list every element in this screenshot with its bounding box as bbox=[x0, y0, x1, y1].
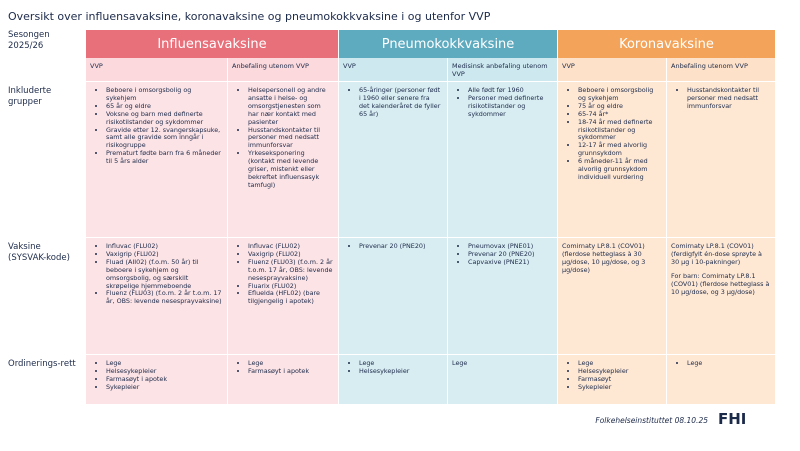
table-cell: Pneumovax (PNE01)Prevenar 20 (PNE20)Capv… bbox=[447, 238, 557, 355]
bullet-item: Sykepleier bbox=[578, 383, 661, 392]
table-cell: Lege bbox=[447, 355, 557, 405]
table-cell: Comirnaty LP.8.1 (COV01)(flerdose hetteg… bbox=[557, 238, 666, 355]
bullet-item: Influvac (FLU02) bbox=[248, 242, 333, 251]
bullet-item: Efluelda (HFL02) (bare tilgjengelig i ap… bbox=[248, 290, 333, 306]
row-label: Inkluderte grupper bbox=[8, 86, 52, 107]
bullet-item: Lege bbox=[687, 359, 770, 368]
bullet-item: Personer med definerte risikotilstander … bbox=[468, 94, 552, 119]
bullet-item: Farmasøyt i apotek bbox=[248, 367, 333, 376]
column-header: Anbefaling utenom VVP bbox=[227, 58, 338, 82]
bullet-item: 12-17 år med alvorlig grunnsykdom bbox=[578, 141, 661, 158]
bullet-item: Voksne og barn med definerte risikotilst… bbox=[106, 110, 222, 127]
bullet-item: Vaxigrip (FLU02) bbox=[106, 250, 222, 259]
bullet-item: Alle født før 1960 bbox=[468, 86, 552, 95]
title: Oversikt over influensavaksine, koronava… bbox=[8, 10, 491, 23]
table-cell: LegeHelsesykepleier bbox=[338, 355, 447, 405]
column-header: VVP bbox=[557, 58, 666, 82]
bullet-item: Prevenar 20 (PNE20) bbox=[468, 250, 552, 259]
bullet-item: Lege bbox=[248, 359, 333, 368]
bullet-item: Prevenar 20 (PNE20) bbox=[359, 242, 442, 251]
bullet-item: Fluad (AII02) (f.o.m. 50 år) til beboere… bbox=[106, 258, 222, 291]
bullet-list: Prevenar 20 (PNE20) bbox=[343, 242, 442, 251]
bullet-item: Influvac (FLU02) bbox=[106, 242, 222, 251]
paragraph: Comirnaty LP.8.1 (COV01)(ferdigfylt én-d… bbox=[671, 242, 762, 266]
bullet-list: LegeHelsesykepleier bbox=[343, 359, 442, 376]
table-cell: LegeHelsesykepleierFarmasøytSykepleier bbox=[557, 355, 666, 405]
bullet-item: Beboere i omsorgsbolig og sykehjem bbox=[578, 86, 661, 103]
table-cell: 65-åringer (personer født i 1960 eller s… bbox=[338, 82, 447, 238]
footer-source: Folkehelseinstituttet 08.10.25 bbox=[595, 416, 708, 425]
bullet-list: Beboere i omsorgsbolig og sykehjem65 år … bbox=[90, 86, 222, 166]
bullet-item: 18-74 år med definerte risikotilstander … bbox=[578, 118, 661, 143]
table-cell: Husstandskontakter til personer med neds… bbox=[666, 82, 775, 238]
table-cell: Beboere i omsorgsbolig og sykehjem65 år … bbox=[85, 82, 227, 238]
row-label: Ordinerings-rett bbox=[8, 359, 76, 369]
bullet-item: 65-åringer (personer født i 1960 eller s… bbox=[359, 86, 442, 119]
paragraph: For barn: Comirnaty LP.8.1 (COV01) (fler… bbox=[671, 271, 770, 296]
bullet-item: Prematurt fødte barn fra 6 måneder til 5… bbox=[106, 149, 222, 166]
table-cell: LegeHelsesykepleierFarmasøyt i apotekSyk… bbox=[85, 355, 227, 405]
logo: FHI bbox=[718, 410, 747, 428]
bullet-item: Sykepleier bbox=[106, 383, 222, 392]
bullet-item: Beboere i omsorgsbolig og sykehjem bbox=[106, 86, 222, 103]
bullet-item: Vaxigrip (FLU02) bbox=[248, 250, 333, 259]
table-cell: Influvac (FLU02)Vaxigrip (FLU02)Fluad (A… bbox=[85, 238, 227, 355]
bullet-item: Fluenz (FLU03) (f.o.m. 2 år t.o.m. 17 år… bbox=[248, 258, 333, 283]
bullet-list: Influvac (FLU02)Vaxigrip (FLU02)Fluad (A… bbox=[90, 242, 222, 306]
bullet-item: Yrkeseksponering (kontakt med levende gr… bbox=[248, 149, 333, 190]
table-cell: Influvac (FLU02)Vaxigrip (FLU02)Fluenz (… bbox=[227, 238, 338, 355]
group-header: Influensavaksine bbox=[85, 30, 338, 58]
bullet-item: Helsesykepleier bbox=[359, 367, 442, 376]
table-cell: Comirnaty LP.8.1 (COV01)(ferdigfylt én-d… bbox=[666, 238, 775, 355]
bullet-item: Helsesykepleier bbox=[578, 367, 661, 376]
bullet-item: Lege bbox=[106, 359, 222, 368]
column-header: VVP bbox=[338, 58, 447, 82]
group-header: Koronavaksine bbox=[557, 30, 775, 58]
season: Sesongen 2025/26 bbox=[8, 30, 50, 51]
row-label: Vaksine (SYSVAK-kode) bbox=[8, 242, 70, 263]
table-cell: Lege bbox=[666, 355, 775, 405]
bullet-item: Lege bbox=[359, 359, 442, 368]
column-header: Anbefaling utenom VVP bbox=[666, 58, 775, 82]
bullet-item: 65-74 år* bbox=[578, 110, 661, 119]
bullet-item: Pneumovax (PNE01) bbox=[468, 242, 552, 251]
bullet-list: Alle født før 1960Personer med definerte… bbox=[452, 86, 552, 119]
bullet-item: Helsepersonell og andre ansatte i helse-… bbox=[248, 86, 333, 127]
table-cell: Alle født før 1960Personer med definerte… bbox=[447, 82, 557, 238]
table-cell: LegeFarmasøyt i apotek bbox=[227, 355, 338, 405]
bullet-list: LegeHelsesykepleierFarmasøytSykepleier bbox=[562, 359, 661, 392]
paragraph: Lege bbox=[452, 359, 468, 367]
table-cell: Helsepersonell og andre ansatte i helse-… bbox=[227, 82, 338, 238]
bullet-item: Farmasøyt i apotek bbox=[106, 375, 222, 384]
bullet-list: Pneumovax (PNE01)Prevenar 20 (PNE20)Capv… bbox=[452, 242, 552, 267]
paragraph: Comirnaty LP.8.1 (COV01)(flerdose hetteg… bbox=[562, 242, 646, 274]
bullet-item: Lege bbox=[578, 359, 661, 368]
bullet-item: Farmasøyt bbox=[578, 375, 661, 384]
bullet-list: Helsepersonell og andre ansatte i helse-… bbox=[232, 86, 333, 190]
bullet-item: Helsesykepleier bbox=[106, 367, 222, 376]
bullet-list: Beboere i omsorgsbolig og sykehjem75 år … bbox=[562, 86, 661, 182]
group-header: Pneumokokkvaksine bbox=[338, 30, 557, 58]
bullet-list: 65-åringer (personer født i 1960 eller s… bbox=[343, 86, 442, 119]
bullet-list: LegeFarmasøyt i apotek bbox=[232, 359, 333, 376]
column-header: VVP bbox=[85, 58, 227, 82]
column-header: Medisinsk anbefaling utenom VVP bbox=[447, 58, 557, 82]
table-cell: Prevenar 20 (PNE20) bbox=[338, 238, 447, 355]
bullet-list: Influvac (FLU02)Vaxigrip (FLU02)Fluenz (… bbox=[232, 242, 333, 306]
bullet-list: LegeHelsesykepleierFarmasøyt i apotekSyk… bbox=[90, 359, 222, 392]
bullet-item: Fluarix (FLU02) bbox=[248, 282, 333, 291]
bullet-item: Capvaxive (PNE21) bbox=[468, 258, 552, 267]
bullet-item: Gravide etter 12. svangerskapsuke, samt … bbox=[106, 126, 222, 151]
bullet-item: Fluenz (FLU03) (f.o.m. 2 år t.o.m. 17 år… bbox=[106, 290, 222, 306]
bullet-item: 6 måneder-11 år med alvorlig grunnsykdom… bbox=[578, 157, 661, 182]
bullet-item: 65 år og eldre bbox=[106, 102, 222, 111]
bullet-list: Lege bbox=[671, 359, 770, 368]
bullet-item: Husstandskontakter til personer med neds… bbox=[248, 126, 333, 151]
bullet-item: 75 år og eldre bbox=[578, 102, 661, 111]
bullet-list: Husstandskontakter til personer med neds… bbox=[671, 86, 770, 111]
table-cell: Beboere i omsorgsbolig og sykehjem75 år … bbox=[557, 82, 666, 238]
bullet-item: Husstandskontakter til personer med neds… bbox=[687, 86, 770, 111]
